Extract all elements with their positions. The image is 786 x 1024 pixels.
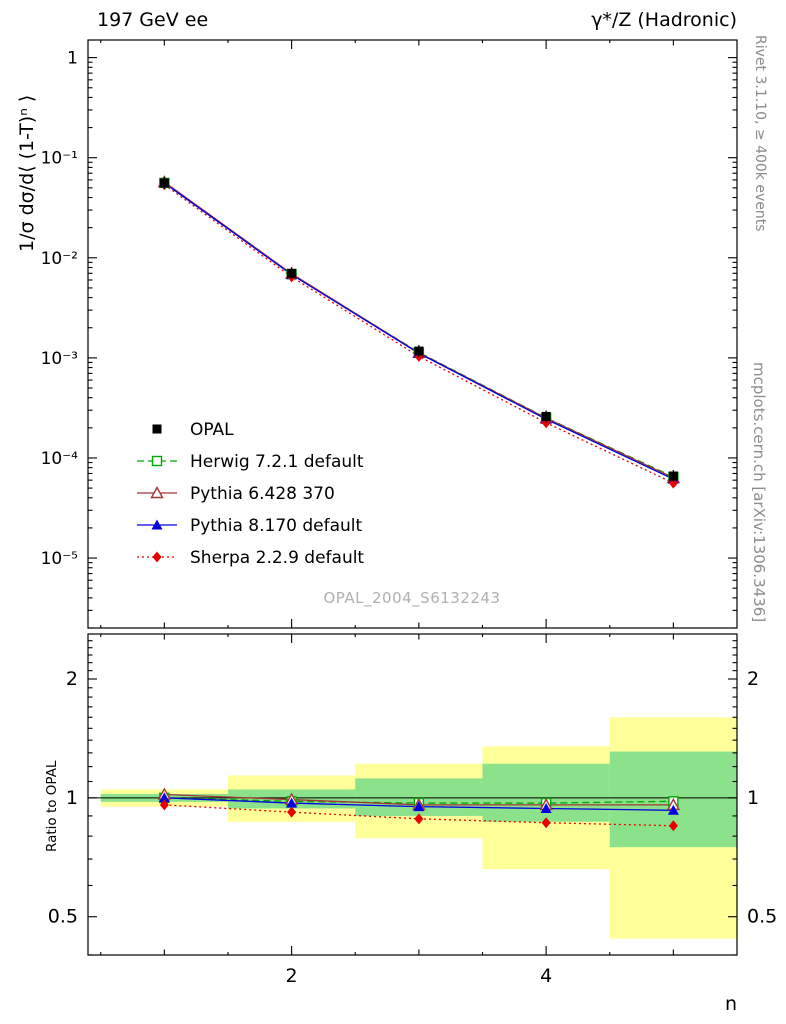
marker-triangle-filled [286,797,298,808]
marker-square-open [151,455,163,467]
ratio-y-tick-label-left: 0.5 [48,906,78,928]
process-title: γ*/Z (Hadronic) [591,9,737,31]
ratio-y-tick-label-left: 1 [66,787,78,809]
energy-title: 197 GeV ee [97,9,209,31]
marker-triangle-filled [540,802,552,813]
series-line [163,181,674,479]
marker-triangle-filled [413,801,425,812]
main-y-tick-label: 10⁻⁵ [41,549,78,569]
marker-diamond-filled [541,817,551,829]
marker-square-filled [414,346,424,356]
series-line [163,184,674,484]
marker-diamond-filled [414,813,424,825]
main-y-axis-label: 1/σ dσ/d⟨ (1-T)ⁿ ⟩ [16,94,38,252]
analysis-id-watermark: OPAL_2004_S6132243 [323,589,501,607]
ratio-y-tick-label-right: 0.5 [747,906,777,928]
legend-label: Sherpa 2.2.9 default [190,548,364,568]
main-y-tick-label: 10⁻³ [41,349,78,369]
x-axis-label: n [724,993,737,1015]
marker-square-filled [152,424,162,434]
legend-label: Pythia 8.170 default [190,516,363,536]
ratio-y-tick-label-right: 1 [747,787,759,809]
legend-label: OPAL [190,420,234,440]
main-y-tick-label: 10⁻¹ [41,149,78,169]
ratio-series [157,787,681,832]
ratio-uncertainty-bands [100,717,737,939]
ratio-panel-frame [87,633,738,956]
series-line [163,182,674,478]
band-inner [482,763,610,822]
legend-item: Pythia 6.428 370 [137,484,335,504]
marker-triangle-filled [667,804,679,815]
marker-diamond-filled [159,799,169,811]
main-y-tick-label: 10⁻² [41,249,78,269]
legend-label: Pythia 6.428 370 [190,484,335,504]
marker-triangle-open [150,486,164,499]
marker-square-filled [668,471,678,481]
x-tick-label: 4 [540,965,552,987]
tick-labels: 1 10⁻¹ 10⁻² 10⁻³ 10⁻⁴ 10⁻⁵ 2 2 1 1 0.5 0.5 2 4 [41,49,778,987]
legend-item: Herwig 7.2.1 default [137,452,364,472]
x-tick-label: 2 [286,965,298,987]
main-panel-frame [87,39,738,629]
main-series [157,175,681,489]
legend-item: Pythia 8.170 default [137,516,363,536]
rivet-version-note: Rivet 3.1.10, ≥ 400k events [752,35,768,232]
legend: OPAL Herwig 7.2.1 default Pythia 6.428 370… [137,420,364,568]
legend-item: Sherpa 2.2.9 default [137,548,364,568]
marker-diamond-filled [668,820,678,832]
legend-label: Herwig 7.2.1 default [190,452,364,472]
ratio-y-tick-label-right: 2 [747,668,759,690]
legend-item: OPAL [152,420,234,440]
main-y-tick-label: 1 [67,49,78,69]
main-y-tick-label: 10⁻⁴ [41,449,79,469]
ratio-y-tick-label-left: 2 [66,668,78,690]
series-line [163,182,674,480]
marker-square-filled [287,268,297,278]
axis-ticks [88,40,737,956]
ratio-y-axis-label: Ratio to OPAL [44,760,60,852]
mcplots-credit: mcplots.cern.ch [arXiv:1306.3436] [750,362,768,623]
marker-square-filled [159,178,169,188]
marker-square-filled [541,411,551,421]
marker-triangle-filled [151,519,163,530]
marker-diamond-filled [287,806,297,818]
marker-triangle-filled [158,792,170,803]
marker-diamond-filled [152,551,162,563]
